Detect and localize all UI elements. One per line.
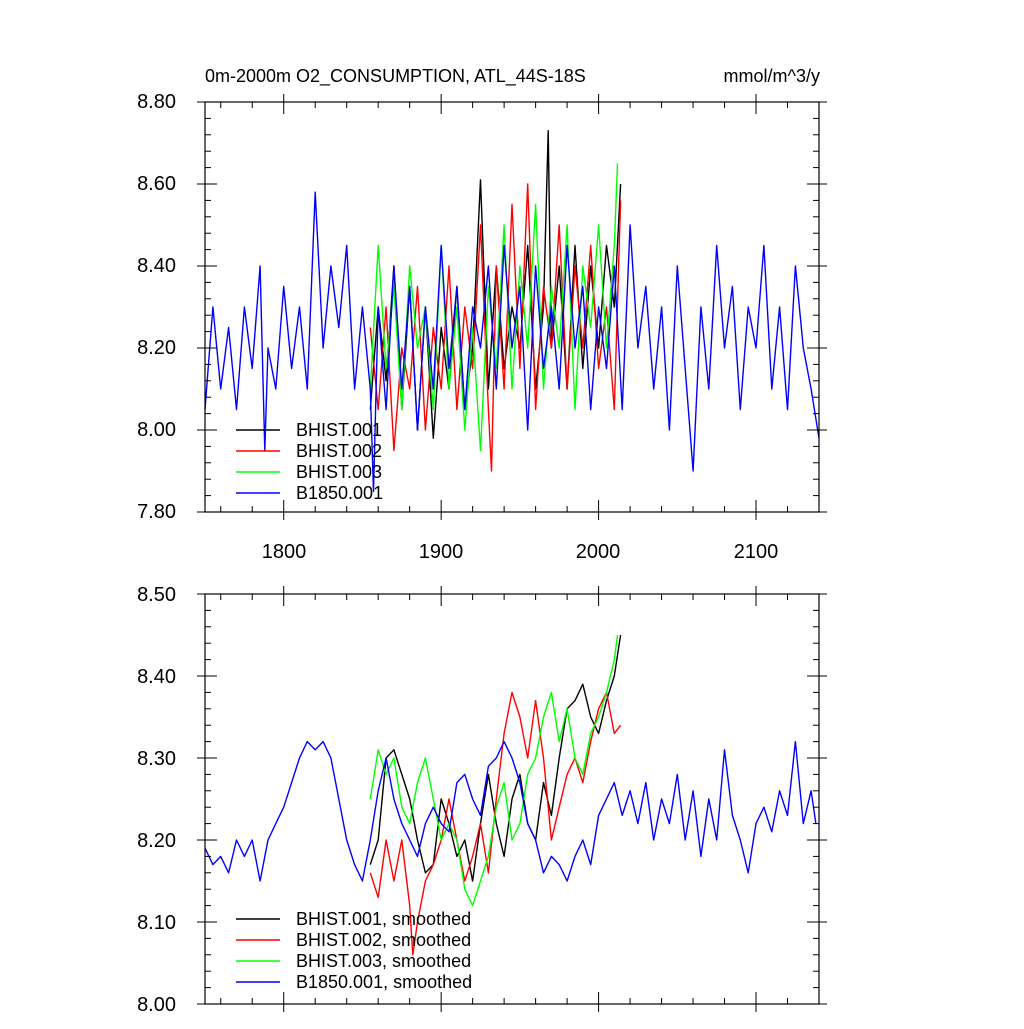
bottom-chart: 8.50 8.40 8.30 8.20 8.10 8.00 BHIST.001,…	[137, 584, 827, 1016]
top-x-tick-label: 2000	[576, 541, 621, 563]
top-series-layer	[204, 129, 820, 493]
top-x-tick-label: 1900	[419, 541, 464, 563]
top-y-tick-label: 8.20	[137, 337, 176, 359]
bottom-series-layer	[204, 634, 817, 956]
top-plot-frame	[204, 101, 820, 513]
legend-label-b1850-001: B1850.001	[296, 483, 383, 503]
bottom-y-tick-label: 8.20	[137, 830, 176, 852]
legend-label-bhist-001: BHIST.001	[296, 420, 382, 440]
top-y-tick-label: 7.80	[137, 501, 176, 523]
legend-label-bhist-003-smoothed: BHIST.003, smoothed	[296, 951, 471, 971]
bottom-y-tick-label: 8.10	[137, 912, 176, 934]
legend-label-bhist-002-smoothed: BHIST.002, smoothed	[296, 930, 471, 950]
bottom-plot-frame	[204, 593, 820, 1005]
top-ticks	[197, 94, 827, 520]
bottom-series-line-b1850-001-smoothed	[204, 740, 817, 882]
bottom-ticks	[197, 586, 827, 1012]
top-y-tick-label: 8.60	[137, 173, 176, 195]
bottom-y-tick-label: 8.50	[137, 584, 176, 606]
top-y-tick-label: 8.00	[137, 419, 176, 441]
bottom-legend: BHIST.001, smoothed BHIST.002, smoothed …	[236, 909, 472, 992]
top-y-tick-labels: 8.80 8.60 8.40 8.20 8.00 7.80	[137, 91, 176, 523]
bottom-y-tick-labels: 8.50 8.40 8.30 8.20 8.10 8.00	[137, 584, 176, 1016]
legend-label-b1850-001-smoothed: B1850.001, smoothed	[296, 972, 472, 992]
top-series-line-bhist-003	[369, 163, 619, 452]
bottom-y-tick-label: 8.30	[137, 748, 176, 770]
bottom-y-tick-label: 8.40	[137, 666, 176, 688]
legend-label-bhist-003: BHIST.003	[296, 462, 382, 482]
top-y-tick-label: 8.40	[137, 255, 176, 277]
top-x-tick-label: 2100	[734, 541, 779, 563]
top-x-tick-labels: 1800 1900 2000 2100	[262, 541, 779, 563]
top-chart: 0m-2000m O2_CONSUMPTION, ATL_44S-18S mmo…	[137, 66, 827, 563]
top-series-line-b1850-001	[204, 191, 820, 493]
legend-label-bhist-002: BHIST.002	[296, 441, 382, 461]
top-legend: BHIST.001 BHIST.002 BHIST.003 B1850.001	[236, 420, 383, 503]
top-chart-units: mmol/m^3/y	[724, 66, 820, 86]
bottom-y-tick-label: 8.00	[137, 994, 176, 1016]
legend-label-bhist-001-smoothed: BHIST.001, smoothed	[296, 909, 471, 929]
bottom-series-line-bhist-003-smoothed	[369, 634, 619, 907]
top-chart-title: 0m-2000m O2_CONSUMPTION, ATL_44S-18S	[205, 66, 586, 87]
top-x-tick-label: 1800	[262, 541, 307, 563]
top-series-line-bhist-002	[369, 183, 622, 472]
top-y-tick-label: 8.80	[137, 91, 176, 113]
